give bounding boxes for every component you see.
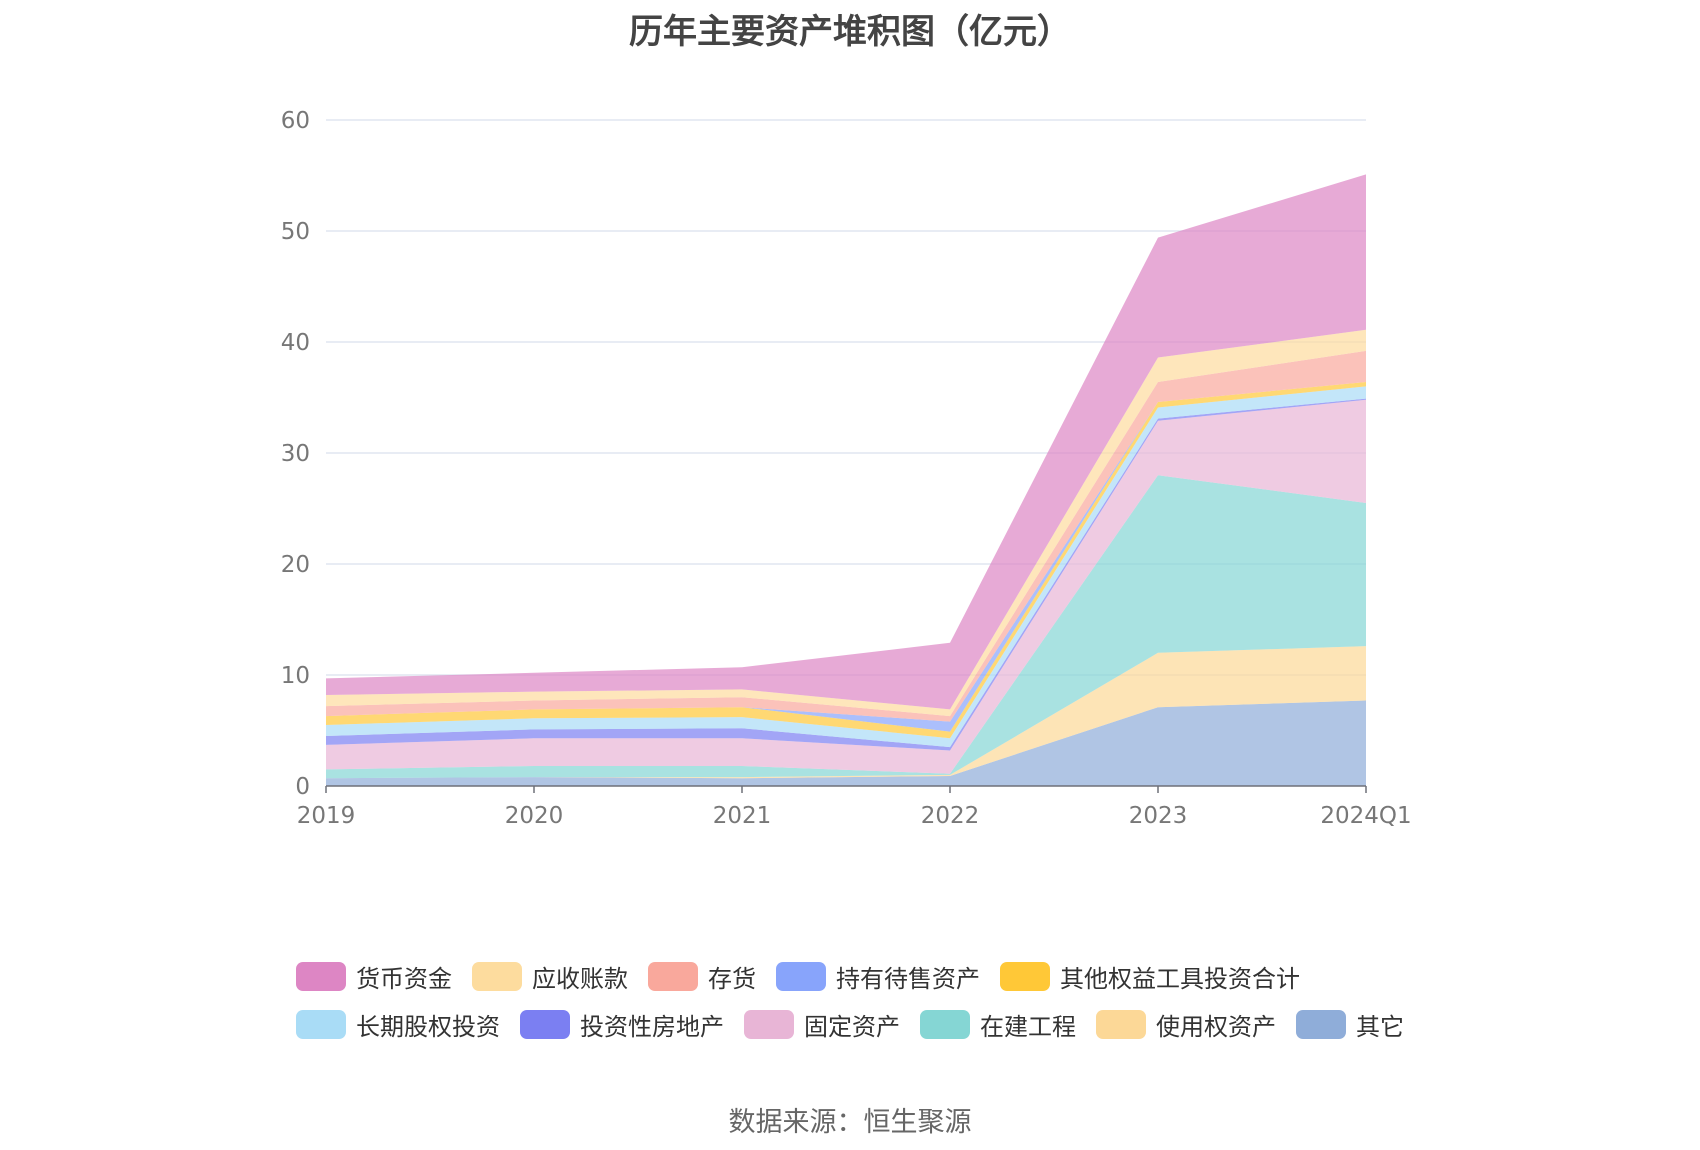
legend-item[interactable]: 投资性房地产	[520, 1007, 724, 1042]
area-series	[326, 174, 1366, 786]
legend-swatch	[296, 1009, 346, 1039]
legend-item[interactable]: 货币资金	[296, 959, 452, 994]
legend-item[interactable]: 其他权益工具投资合计	[1000, 959, 1300, 994]
legend-swatch	[1096, 1009, 1146, 1039]
y-tick-label: 20	[281, 552, 310, 578]
chart-title: 历年主要资产堆积图（亿元）	[629, 12, 1071, 52]
x-tick-label: 2023	[1129, 803, 1188, 829]
legend-label: 固定资产	[804, 1012, 900, 1041]
legend-row: 货币资金 应收账款 存货 持有待售资产 其他权益工具投资合计	[296, 952, 1426, 1000]
legend-swatch	[776, 961, 826, 991]
y-tick-label: 50	[281, 219, 310, 245]
legend-item[interactable]: 应收账款	[472, 959, 628, 994]
legend-swatch	[1296, 1009, 1346, 1039]
legend-label: 投资性房地产	[580, 1012, 724, 1041]
data-source: 数据来源：恒生聚源	[728, 1107, 972, 1138]
area-货币资金[interactable]	[326, 174, 1366, 710]
legend-swatch	[296, 961, 346, 991]
area-固定资产[interactable]	[326, 399, 1366, 774]
area-其它[interactable]	[326, 700, 1366, 786]
y-tick-label: 30	[281, 441, 310, 467]
legend-item[interactable]: 在建工程	[920, 1007, 1076, 1042]
legend-label: 其它	[1356, 1012, 1404, 1041]
area-存货[interactable]	[326, 350, 1366, 722]
area-使用权资产[interactable]	[326, 646, 1366, 779]
y-tick-label: 60	[281, 108, 310, 134]
legend-item[interactable]: 固定资产	[744, 1007, 900, 1042]
x-tick-label: 2021	[713, 803, 772, 829]
y-tick-label: 0	[295, 774, 310, 800]
y-tick-label: 10	[281, 663, 310, 689]
legend-label: 长期股权投资	[356, 1012, 500, 1041]
x-tick-label: 2020	[505, 803, 564, 829]
x-tick-label: 2024Q1	[1320, 803, 1411, 829]
legend-label: 其他权益工具投资合计	[1060, 964, 1300, 993]
legend-item[interactable]: 长期股权投资	[296, 1007, 500, 1042]
legend-label: 存货	[708, 964, 756, 993]
legend-swatch	[920, 1009, 970, 1039]
legend-swatch	[1000, 961, 1050, 991]
x-tick-label: 2019	[297, 803, 356, 829]
legend-item[interactable]: 使用权资产	[1096, 1007, 1276, 1042]
legend-swatch	[520, 1009, 570, 1039]
legend-item[interactable]: 持有待售资产	[776, 959, 980, 994]
legend-swatch	[744, 1009, 794, 1039]
x-tick-label: 2022	[921, 803, 980, 829]
legend-swatch	[472, 961, 522, 991]
legend-label: 持有待售资产	[836, 964, 980, 993]
legend-swatch	[648, 961, 698, 991]
legend-item[interactable]: 其它	[1296, 1007, 1404, 1042]
legend-label: 在建工程	[980, 1012, 1076, 1041]
legend-row: 长期股权投资 投资性房地产 固定资产 在建工程 使用权资产 其它	[296, 1000, 1426, 1048]
area-在建工程[interactable]	[326, 475, 1366, 779]
legend-label: 使用权资产	[1156, 1012, 1276, 1041]
legend-label: 货币资金	[356, 964, 452, 993]
axes: 2019 2020 2021 2022 2023 2024Q1	[297, 785, 1412, 829]
legend: 货币资金 应收账款 存货 持有待售资产 其他权益工具投资合计长期股权投资 投资性房地产 固定…	[296, 952, 1426, 1048]
legend-item[interactable]: 存货	[648, 959, 756, 994]
legend-label: 应收账款	[532, 964, 628, 993]
y-tick-label: 40	[281, 330, 310, 356]
